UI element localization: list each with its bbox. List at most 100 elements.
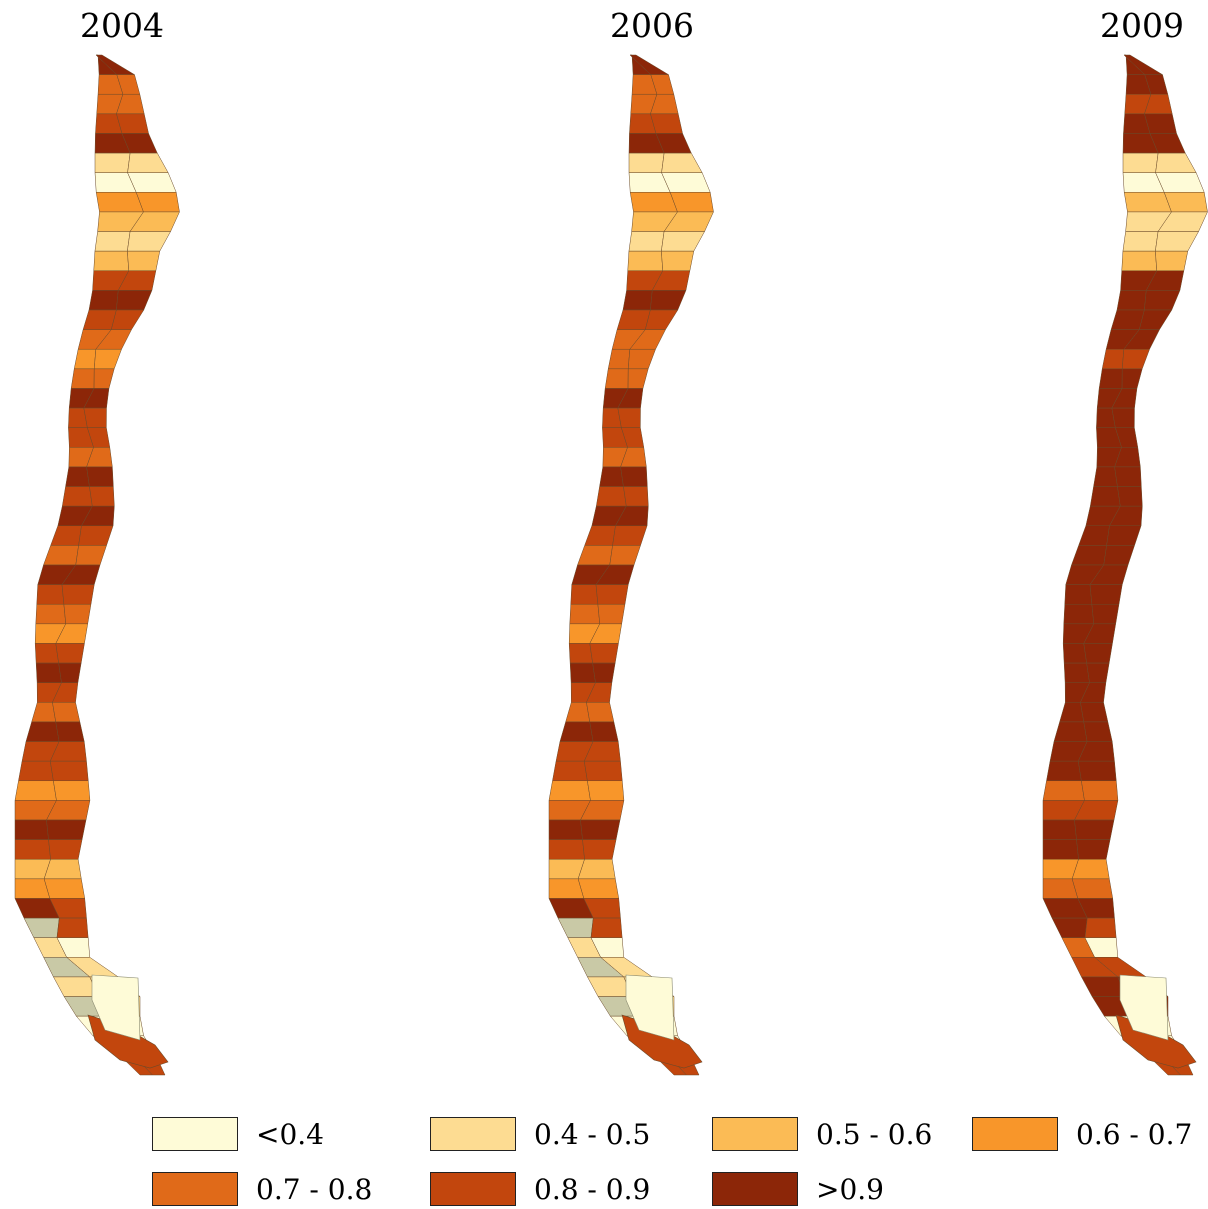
zone [650,113,683,134]
zone [1155,250,1189,272]
zone [116,290,153,311]
zone [1074,819,1115,840]
zone [95,192,144,213]
zone [1071,858,1110,880]
zone [583,760,623,782]
legend-swatch [972,1117,1058,1151]
zone [1116,290,1147,311]
zone [18,760,54,782]
legend-swatch [712,1117,798,1151]
legend-item-0-5-0-6: 0.5 - 0.6 [712,1117,932,1151]
zone [1155,152,1197,173]
legend-swatch [430,1172,516,1206]
zone [1081,780,1119,801]
legend-item-0-7-0-8: 0.7 - 0.8 [152,1172,372,1206]
legend-item-lt-0-4: <0.4 [152,1117,324,1151]
zone [93,348,122,370]
zone [597,603,626,625]
zone [1080,702,1109,723]
zone [552,760,588,782]
zone [609,545,641,566]
legend-swatch [430,1117,516,1151]
zone [94,152,131,173]
zone [1122,152,1159,173]
zone [1086,662,1110,683]
zone [569,603,601,625]
zone [78,525,114,546]
zone [661,250,695,272]
zone [1051,917,1088,938]
zone [650,290,687,311]
zone [582,839,617,860]
zone [1163,192,1208,213]
legend-label: >0.9 [816,1172,884,1206]
zone [1106,525,1142,546]
zone [135,192,180,213]
zone [14,780,57,801]
zone [1101,348,1125,370]
zone [1089,584,1123,605]
zone [56,917,89,938]
zone [623,486,649,507]
zone [1103,545,1135,566]
zone [1076,839,1111,860]
zone [616,309,651,330]
zone [48,839,83,860]
zone [627,368,649,389]
legend-label: 0.6 - 0.7 [1076,1117,1193,1151]
zone [1077,760,1117,782]
zone-magallanes [625,974,675,1041]
legend-label: 0.7 - 0.8 [256,1172,373,1206]
legend-label: 0.5 - 0.6 [816,1117,933,1151]
zone [1053,721,1088,742]
zone [548,878,585,899]
zone [127,172,177,193]
legend-item-0-8-0-9: 0.8 - 0.9 [430,1172,650,1206]
zone [669,192,714,213]
zone [592,662,616,683]
zone [127,231,171,252]
zone [35,662,62,683]
zone [661,231,705,252]
zone [1117,486,1143,507]
zone [89,486,115,507]
zone [14,839,51,860]
zone [127,250,161,272]
zone [587,780,625,801]
zone [1078,525,1110,546]
zone [93,368,115,389]
zone [14,819,49,840]
zone [577,545,613,566]
zone [55,643,85,664]
panel-title-2006: 2006 [610,6,694,45]
panel-title-2004: 2004 [80,6,164,45]
legend-swatch [712,1172,798,1206]
zone [570,584,599,605]
zone [35,603,67,625]
zone [1083,721,1113,742]
zone [1155,231,1199,252]
zone [53,780,91,801]
zone [1144,290,1181,311]
zone [49,760,89,782]
zone [1063,662,1090,683]
zone [589,721,619,742]
zone [31,702,57,723]
zone [627,250,664,272]
zone [43,858,82,880]
zone-magallanes [1119,974,1169,1041]
zone [548,839,585,860]
zone [1121,368,1143,389]
zone [627,348,656,370]
zone [629,192,678,213]
zone [62,486,93,507]
zone [86,466,114,487]
zone [589,643,619,664]
zone [61,584,95,605]
zone [70,368,95,389]
zone [75,545,107,566]
zone [1098,368,1123,389]
zone [116,113,149,134]
zone [94,231,131,252]
zone [1042,839,1079,860]
